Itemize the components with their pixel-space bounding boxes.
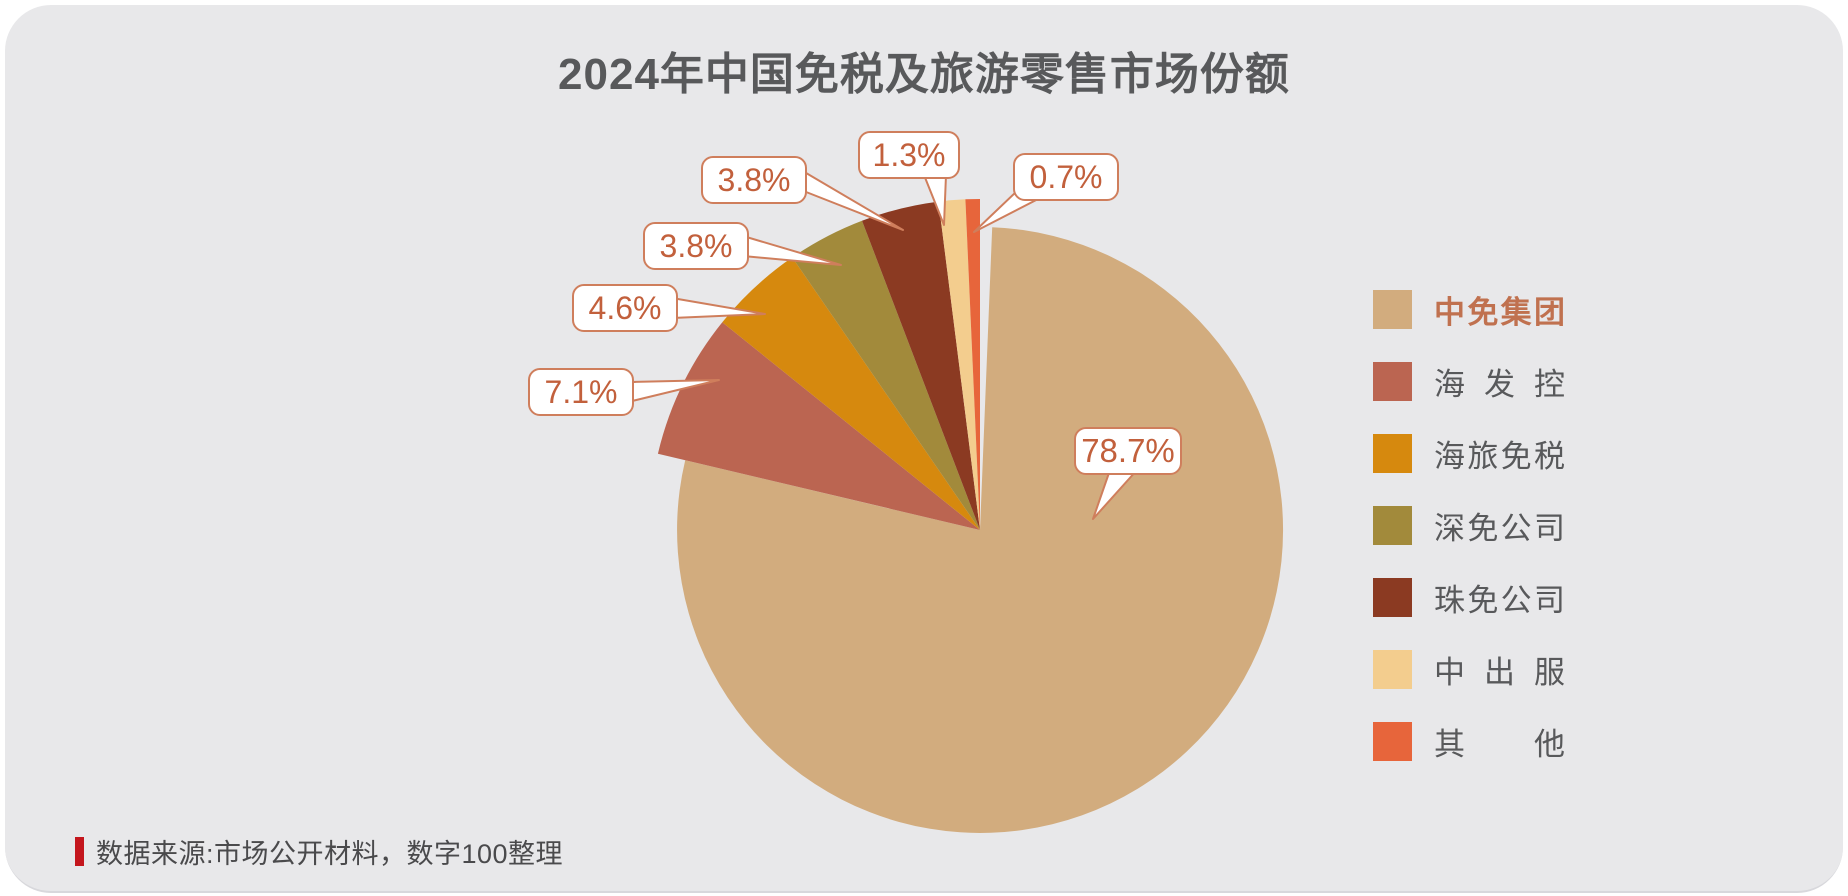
- pie-callout-zhumian: 3.8%: [701, 156, 807, 204]
- pie-slice-其他: [965, 198, 980, 530]
- legend: 中免集团 海发控 海旅免税 深免公司 珠免公司 中出服 其他: [1373, 290, 1565, 762]
- legend-item: 其他: [1373, 722, 1565, 762]
- legend-label: 海旅免税: [1434, 439, 1565, 474]
- pie-callout-zhongmian: 78.7%: [1074, 427, 1182, 475]
- pie-slice-海旅免税: [722, 257, 980, 530]
- legend-item: 海旅免税: [1373, 434, 1565, 474]
- pie-slice-深免公司: [792, 220, 980, 530]
- legend-label: 中免集团: [1434, 295, 1565, 330]
- legend-swatch: [1373, 722, 1412, 761]
- pie-callout-qita: 0.7%: [1013, 153, 1119, 201]
- legend-swatch: [1373, 650, 1412, 689]
- source-text: 数据来源:市场公开材料，数字100整理: [96, 839, 564, 869]
- legend-swatch: [1373, 290, 1412, 329]
- legend-swatch: [1373, 434, 1412, 473]
- legend-label: 海发控: [1434, 367, 1565, 402]
- legend-item: 中出服: [1373, 650, 1565, 690]
- chart-title: 2024年中国免税及旅游零售市场份额: [558, 50, 1290, 99]
- pie-slice-海发控: [657, 322, 980, 530]
- pie-slice-中出服: [938, 199, 980, 531]
- pie-callout-shenmian: 3.8%: [643, 222, 749, 270]
- legend-item: 珠免公司: [1373, 578, 1565, 618]
- pie-callout-hailv: 4.6%: [572, 284, 678, 332]
- legend-swatch: [1373, 506, 1412, 545]
- legend-label: 珠免公司: [1434, 583, 1565, 618]
- pie-callout-zhongchufu: 1.3%: [858, 131, 960, 179]
- legend-item: 深免公司: [1373, 506, 1565, 546]
- legend-swatch: [1373, 578, 1412, 617]
- legend-item: 中免集团: [1373, 290, 1565, 330]
- legend-swatch: [1373, 362, 1412, 401]
- legend-item: 海发控: [1373, 362, 1565, 402]
- source-accent-bar: [75, 837, 84, 866]
- pie-slice-中免集团: [677, 227, 1284, 833]
- legend-label: 深免公司: [1434, 511, 1565, 546]
- pie-slice-珠免公司: [862, 201, 980, 530]
- callout-tail-珠免公司: [800, 169, 904, 231]
- source-note: 数据来源:市场公开材料，数字100整理: [75, 832, 563, 871]
- pie-callout-haifakong: 7.1%: [528, 368, 634, 416]
- legend-label: 中出服: [1434, 655, 1565, 690]
- legend-label: 其他: [1434, 727, 1565, 762]
